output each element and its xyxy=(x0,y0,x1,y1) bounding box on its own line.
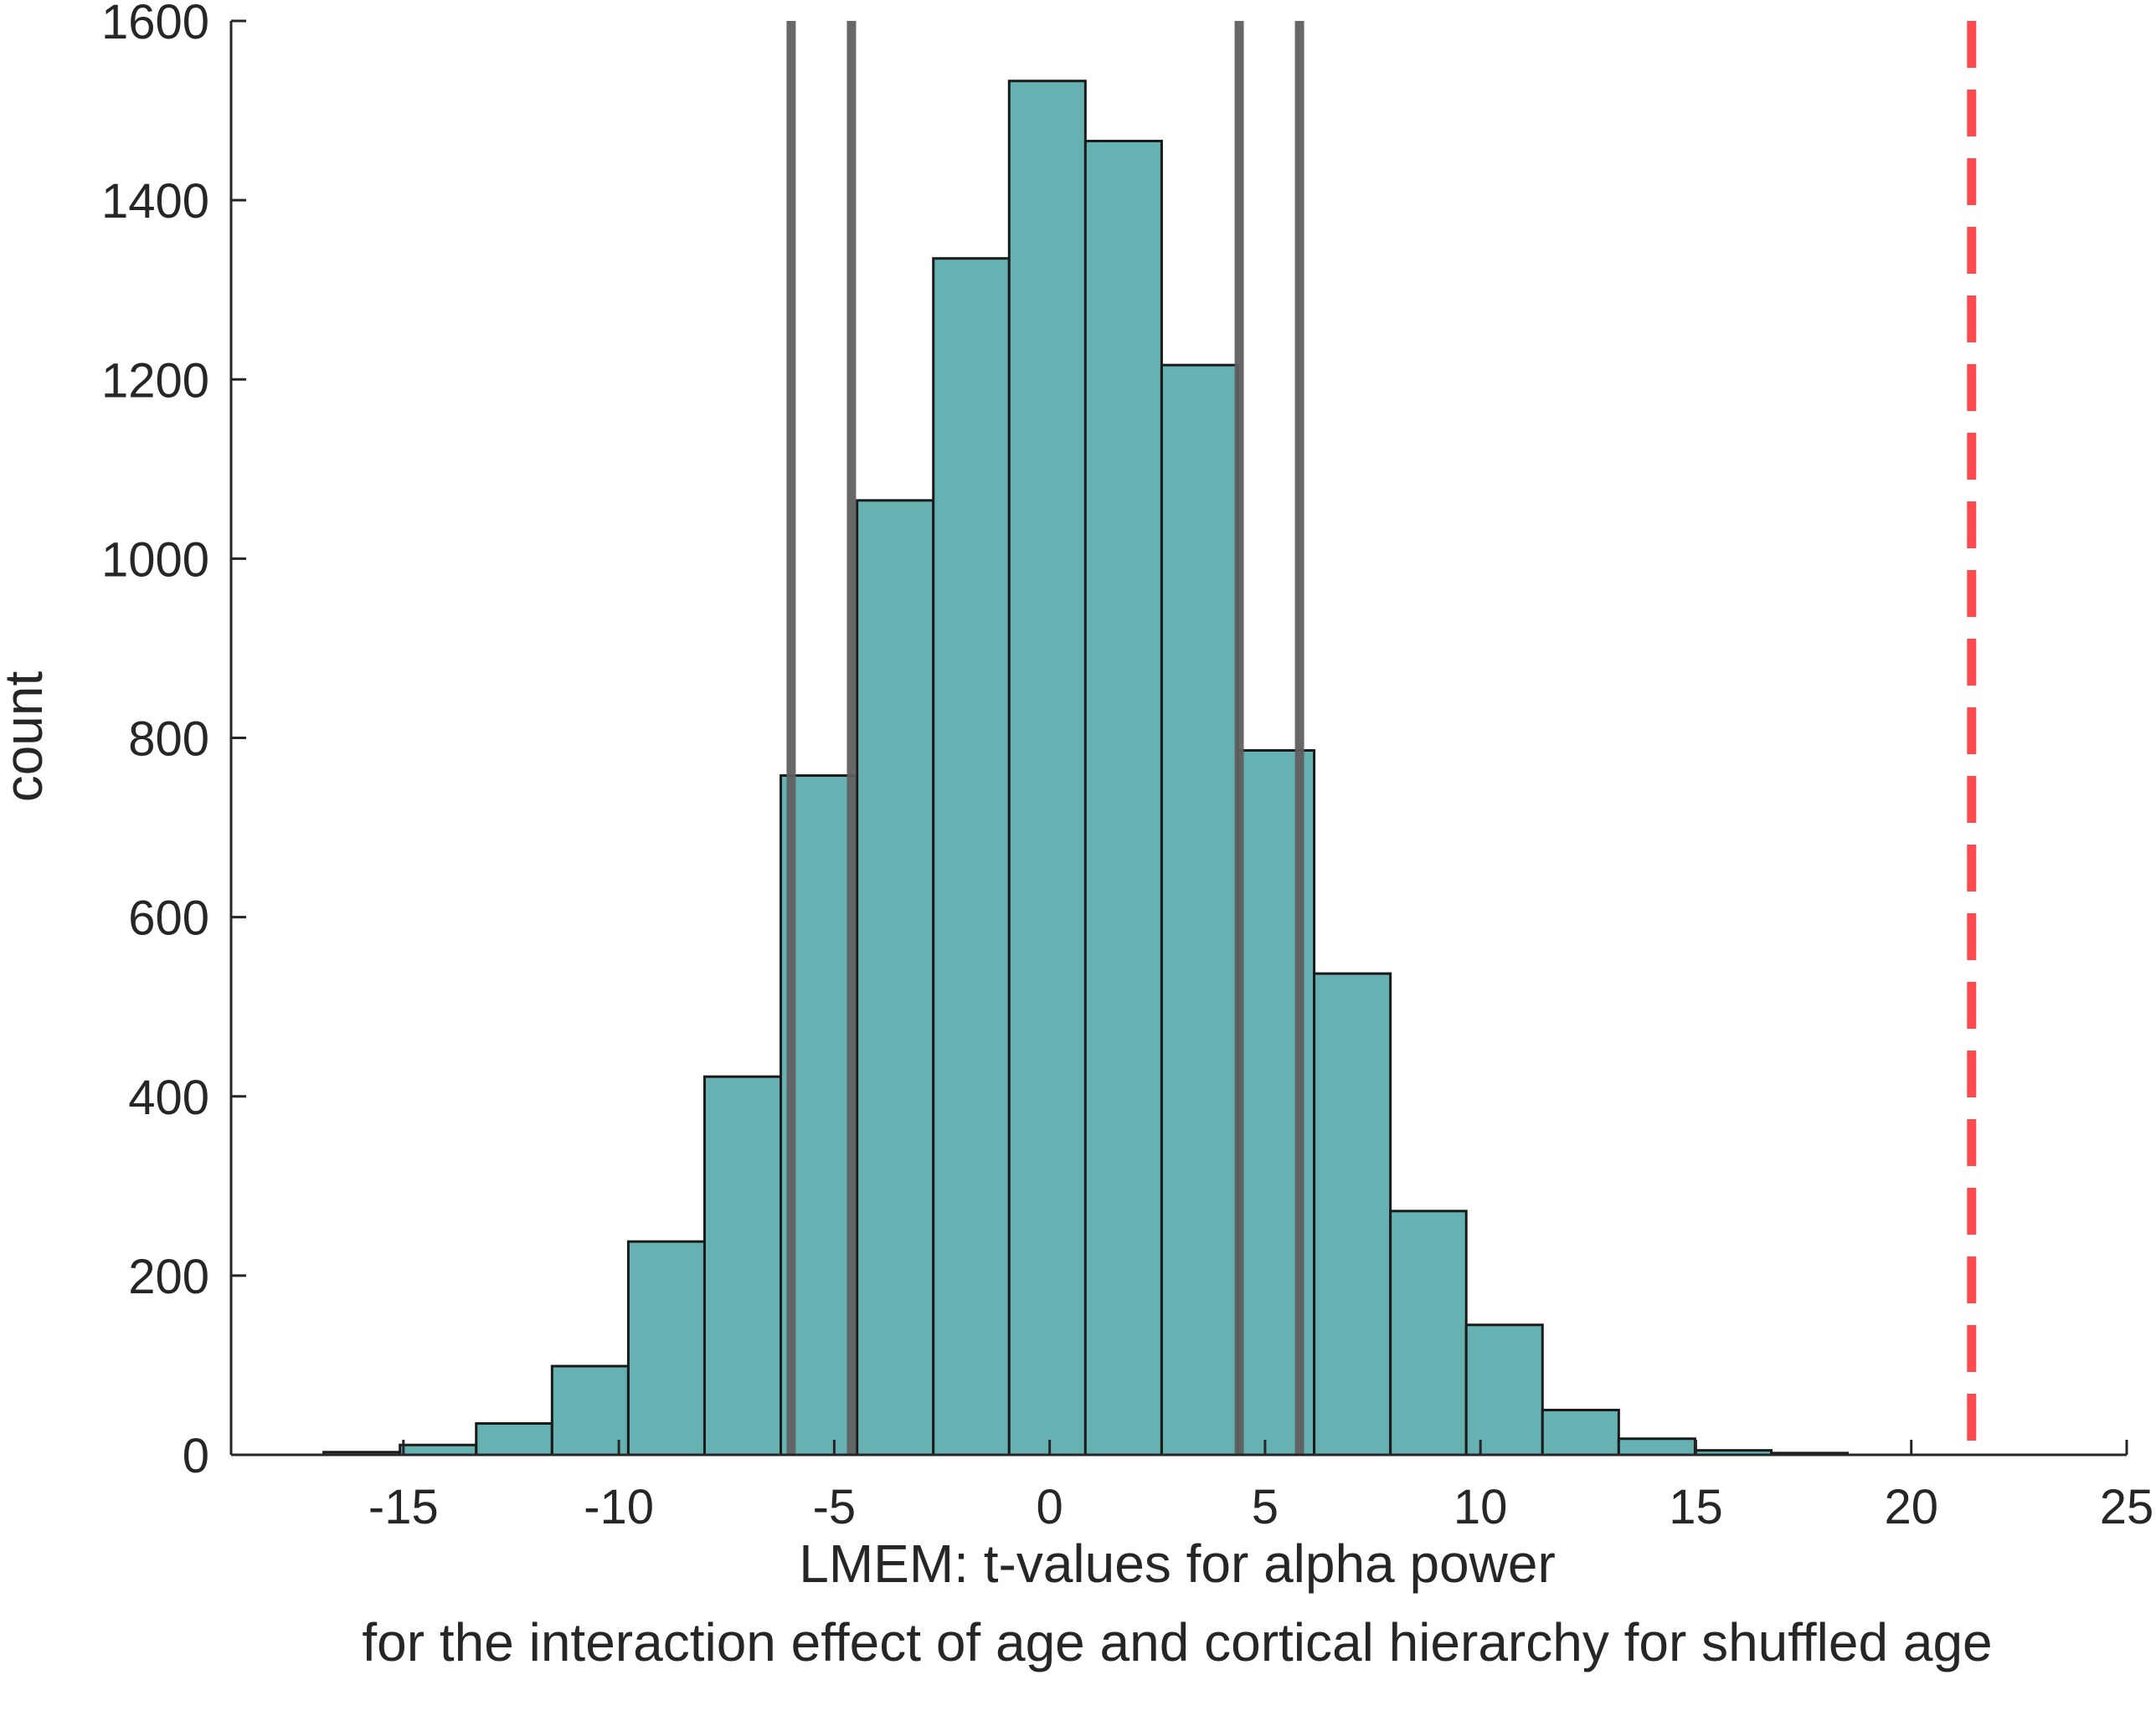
histogram-bar xyxy=(399,1443,478,1457)
y-tick-label: 1000 xyxy=(101,532,209,587)
x-tick-label: 20 xyxy=(1884,1480,1938,1534)
histogram-bar xyxy=(475,1422,553,1457)
histogram-bar xyxy=(1617,1437,1696,1457)
histogram-bar xyxy=(856,499,935,1457)
x-axis-title: LMEM: t-values for alpha power xyxy=(799,1534,1556,1594)
histogram-bar xyxy=(1160,363,1239,1457)
x-tick-label: -15 xyxy=(368,1480,439,1534)
x-tick-label: 10 xyxy=(1454,1480,1508,1534)
y-tick-label: 400 xyxy=(128,1071,209,1125)
y-tick-label: 200 xyxy=(128,1250,209,1304)
x-tick-labels: -15 -10 -5 0 5 10 15 20 25 xyxy=(368,1480,2153,1534)
histogram-bar xyxy=(626,1240,706,1457)
histogram-bar xyxy=(932,257,1011,1457)
histogram-bar xyxy=(1083,139,1163,1457)
y-tick-label: 0 xyxy=(183,1429,209,1483)
x-tick-label: 25 xyxy=(2100,1480,2154,1534)
histogram-bar xyxy=(1541,1408,1620,1457)
x-tick-label: -5 xyxy=(813,1480,857,1534)
histogram-bar xyxy=(1007,80,1087,1457)
x-tick-label: 15 xyxy=(1669,1480,1723,1534)
histogram-bar xyxy=(550,1364,630,1457)
histogram-bar xyxy=(1464,1323,1544,1457)
reference-lines xyxy=(786,21,1977,1455)
histogram-bars xyxy=(322,80,1850,1457)
y-axis-title: count xyxy=(0,671,54,803)
x-tick-label: -10 xyxy=(584,1480,654,1534)
x-axis-title-line2: for the interaction effect of age and co… xyxy=(362,1612,1992,1672)
axes xyxy=(229,19,2128,1457)
y-tick-labels: 0 200 400 600 800 1000 1200 1400 1600 xyxy=(101,0,209,1483)
x-tick-label: 0 xyxy=(1037,1480,1063,1534)
histogram-bar xyxy=(1313,972,1392,1457)
y-tick-label: 800 xyxy=(128,712,209,767)
y-tick-label: 1200 xyxy=(101,353,209,408)
histogram-bar xyxy=(702,1075,783,1457)
y-tick-label: 600 xyxy=(128,891,209,946)
y-tick-label: 1400 xyxy=(101,174,209,229)
histogram-bar xyxy=(1389,1210,1468,1457)
y-tick-label: 1600 xyxy=(101,0,209,49)
x-tick-label: 5 xyxy=(1252,1480,1279,1534)
